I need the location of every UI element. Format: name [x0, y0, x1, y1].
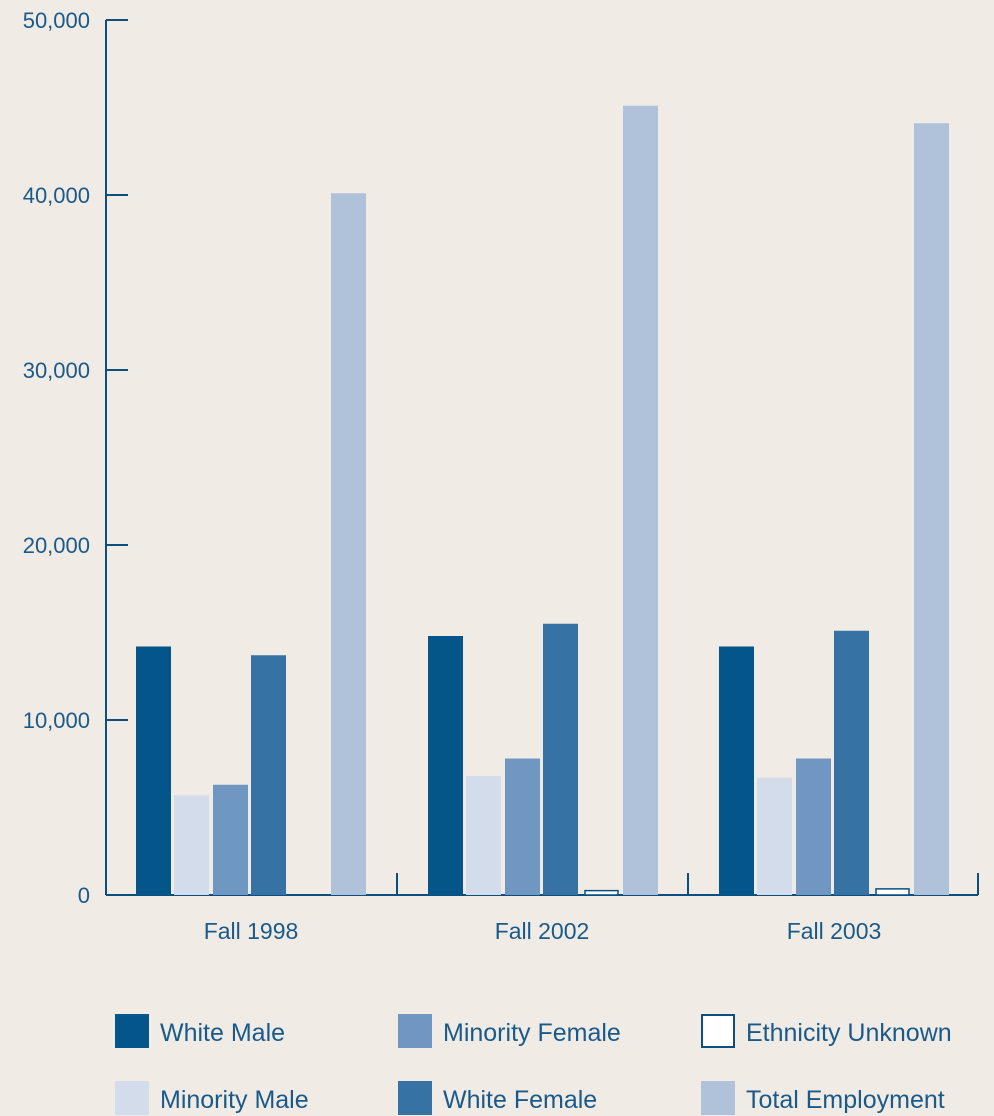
- legend-swatch: [115, 1081, 149, 1115]
- bar-white-male-fall-2002: [428, 636, 463, 895]
- y-tick-label: 30,000: [23, 358, 90, 383]
- bar-minority-male-fall-2002: [466, 776, 501, 895]
- bar-white-female-fall-2003: [834, 630, 869, 895]
- legend-label: Minority Female: [443, 1019, 621, 1047]
- bar-white-female-fall-1998: [251, 655, 286, 895]
- legend-item-minority-female: Minority Female: [398, 1014, 621, 1048]
- y-tick-label: 40,000: [23, 183, 90, 208]
- bar-total-employment-fall-2003: [914, 123, 949, 895]
- x-tick-label: Fall 1998: [204, 918, 299, 944]
- legend-label: Ethnicity Unknown: [746, 1019, 952, 1047]
- y-tick-label: 50,000: [23, 8, 90, 33]
- x-tick-label: Fall 2003: [787, 918, 882, 944]
- bar-white-male-fall-2003: [719, 646, 754, 895]
- legend-item-total-employment: Total Employment: [701, 1081, 945, 1115]
- bar-total-employment-fall-2002: [623, 105, 658, 895]
- y-tick-label: 20,000: [23, 533, 90, 558]
- bar-ethnicity-unknown-fall-2003: [875, 888, 910, 896]
- legend-item-white-male: White Male: [115, 1014, 285, 1048]
- bar-minority-male-fall-1998: [174, 795, 209, 895]
- bar-minority-male-fall-2003: [757, 777, 792, 895]
- legend-item-ethnicity-unknown: Ethnicity Unknown: [701, 1014, 952, 1048]
- bars: [136, 105, 949, 896]
- legend-item-white-female: White Female: [398, 1081, 597, 1115]
- legend-label: White Female: [443, 1086, 597, 1114]
- bar-minority-female-fall-2002: [505, 758, 540, 895]
- category-labels: Fall 1998 Fall 2002 Fall 2003: [204, 918, 882, 944]
- legend-swatch: [115, 1014, 149, 1048]
- legend-label: Total Employment: [746, 1086, 945, 1114]
- x-tick-label: Fall 2002: [495, 918, 590, 944]
- y-tick-label: 10,000: [23, 708, 90, 733]
- legend-swatch: [701, 1014, 735, 1048]
- bar-ethnicity-unknown-fall-2002: [584, 889, 619, 896]
- bar-minority-female-fall-1998: [213, 784, 248, 895]
- legend: White Male Minority Female Ethnicity Unkno…: [115, 1014, 952, 1115]
- y-axis: 0 10,000 20,000 30,000 40,000 50,000: [23, 8, 128, 908]
- bar-white-male-fall-1998: [136, 646, 171, 895]
- y-tick-label: 0: [78, 883, 90, 908]
- legend-swatch: [398, 1014, 432, 1048]
- legend-label: White Male: [160, 1019, 285, 1047]
- legend-label: Minority Male: [160, 1086, 309, 1114]
- legend-item-minority-male: Minority Male: [115, 1081, 309, 1115]
- legend-swatch: [398, 1081, 432, 1115]
- bar-total-employment-fall-1998: [331, 193, 366, 895]
- bar-white-female-fall-2002: [543, 623, 578, 895]
- bar-minority-female-fall-2003: [796, 758, 831, 895]
- legend-swatch: [701, 1081, 735, 1115]
